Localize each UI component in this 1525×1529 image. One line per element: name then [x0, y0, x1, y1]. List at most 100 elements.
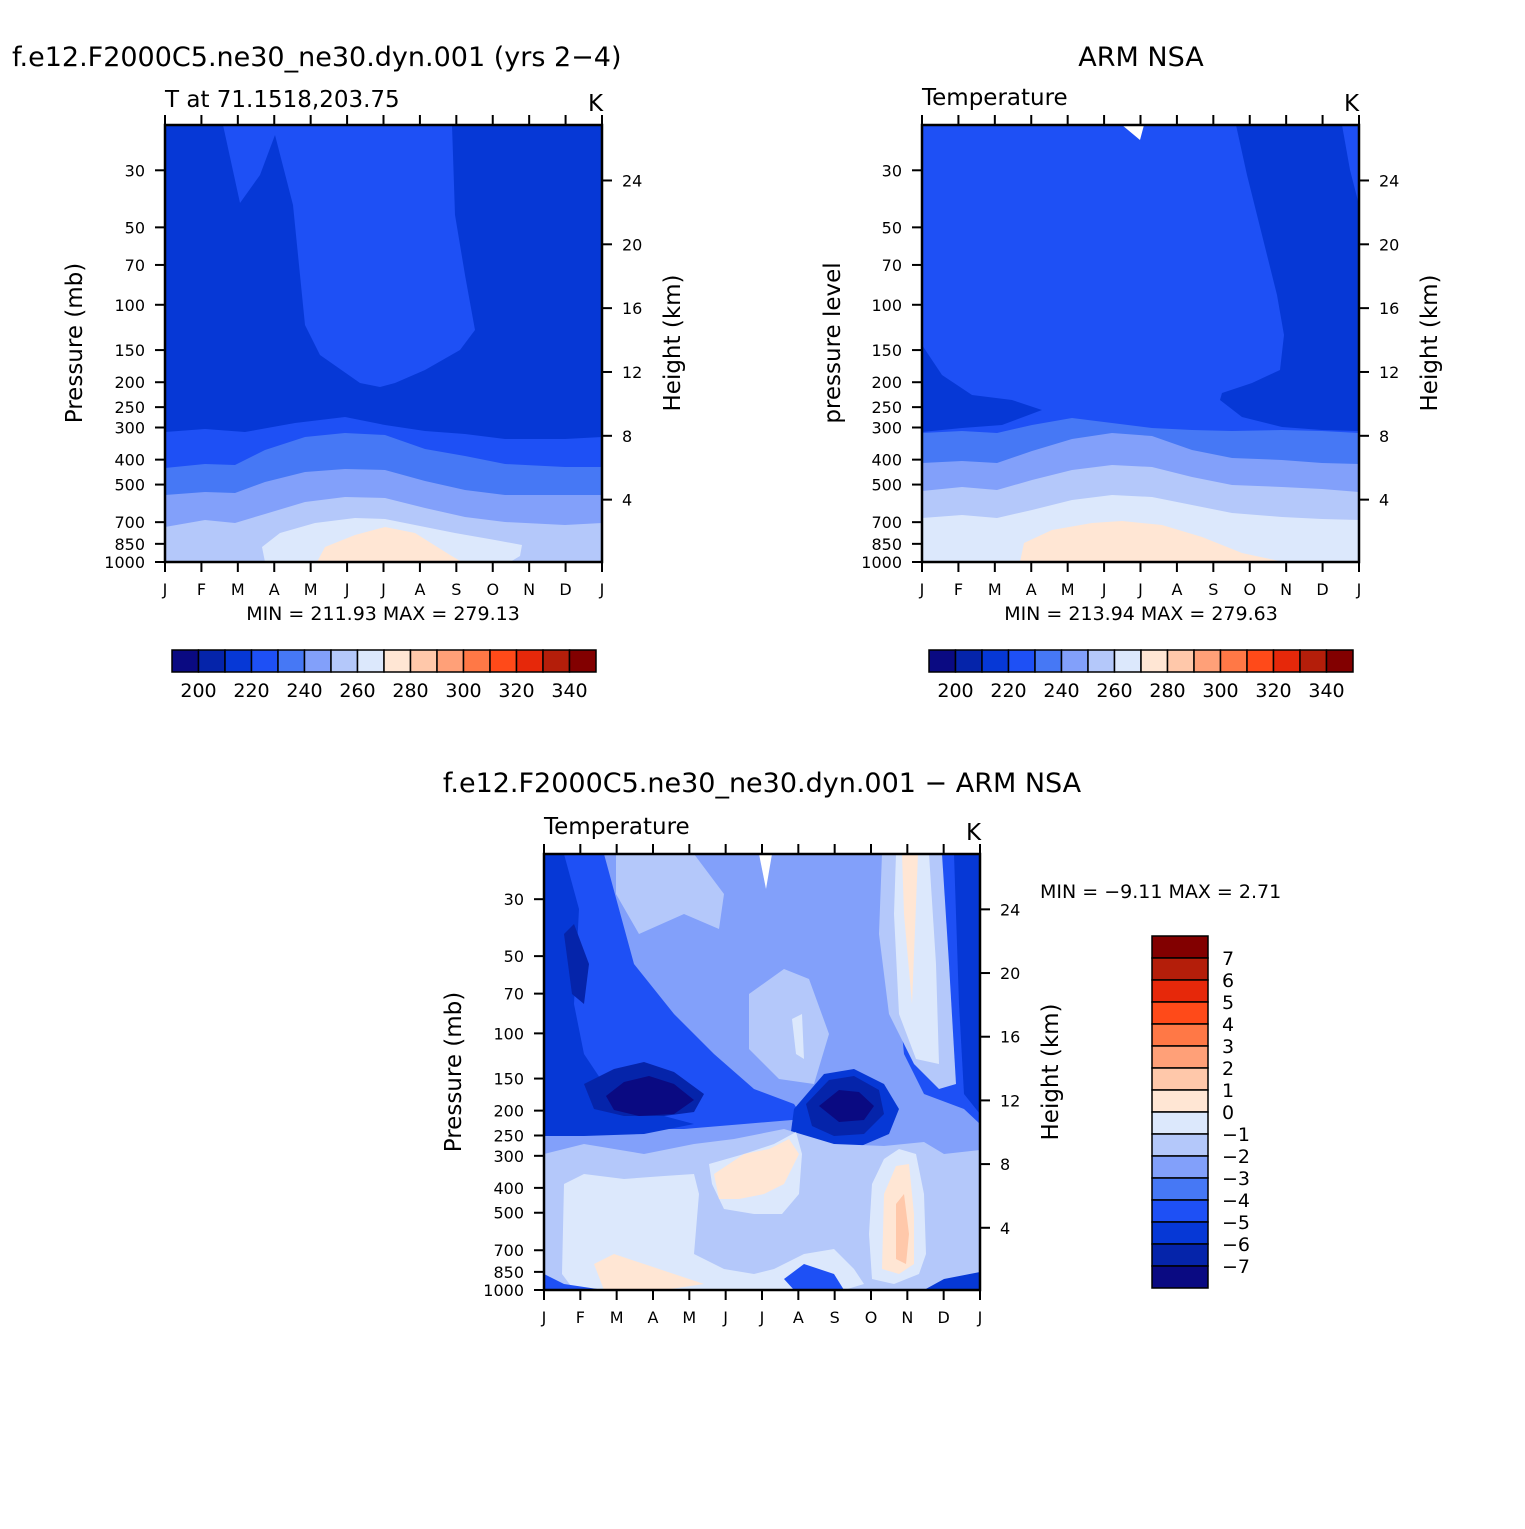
model-colorbar: 200 220 240 260 280 300 320 340: [171, 649, 597, 702]
colorbar-label: 260: [1096, 680, 1132, 702]
diff-surface-cold-left: [544, 1274, 604, 1290]
diff-upper-mid-region: [616, 854, 724, 934]
model-y-right-tick-label: 16: [622, 299, 642, 318]
model-upper-summer-region: [275, 125, 475, 387]
colorbar-swatch: [1140, 649, 1169, 673]
diff-surface-cold-right: [924, 1272, 980, 1290]
colorbar-swatch: [1151, 1221, 1209, 1245]
colorbar-swatch: [171, 649, 200, 673]
obs-y-tick-label: 400: [871, 451, 902, 470]
diff-y-right-tick-label: 20: [1000, 964, 1020, 983]
model-band-275: [317, 527, 462, 562]
model-y-tick-label: 300: [114, 419, 145, 438]
obs-title: ARM NSA: [1078, 42, 1204, 73]
obs-y-tick-label: 30: [882, 161, 902, 180]
obs-y-tick-label: 50: [882, 218, 902, 237]
obs-y-tick-label: 500: [871, 476, 902, 495]
colorbar-label: 300: [1202, 680, 1238, 702]
obs-units: K: [1344, 91, 1360, 117]
diff-x-tick-label: O: [865, 1308, 878, 1327]
colorbar-swatch: [1151, 1155, 1209, 1179]
model-x-tick-label: J: [380, 580, 386, 599]
model-x-tick-label: N: [523, 580, 535, 599]
colorbar-label: −3: [1222, 1168, 1250, 1190]
obs-y-tick-label: 150: [871, 341, 902, 360]
diff-y-tick-label: 700: [493, 1241, 524, 1260]
panel-difference: f.e12.F2000C5.ne30_ne30.dyn.001 − ARM NS…: [441, 768, 1281, 1327]
diff-upper-cold-core: [564, 924, 589, 1004]
colorbar-label: −5: [1222, 1212, 1250, 1234]
obs-x-tick-label: F: [954, 580, 963, 599]
model-y-tick-label: 850: [114, 535, 145, 554]
colorbar-label: 300: [445, 680, 481, 702]
model-y-right-tick-label: 20: [622, 235, 642, 254]
model-subtitle: T at 71.1518,203.75: [164, 87, 400, 113]
colorbar-label: 200: [937, 680, 973, 702]
diff-x-tick-label: A: [793, 1308, 804, 1327]
diff-ylabel: Pressure (mb): [441, 992, 467, 1152]
obs-y-tick-label: 700: [871, 513, 902, 532]
diff-y-tick-label: 500: [493, 1204, 524, 1223]
model-y-tick-label: 500: [114, 476, 145, 495]
diff-nov-upper-positive: [902, 854, 918, 1004]
diff-y-right-tick-label: 16: [1000, 1028, 1020, 1047]
diff-x-tick-label: J: [541, 1308, 547, 1327]
colorbar-swatch: [1151, 1199, 1209, 1223]
obs-band-275: [1077, 525, 1240, 562]
diff-surface-cold-mid: [784, 1264, 844, 1290]
diff-y-right-tick-label: 24: [1000, 900, 1020, 919]
diff-right-colder-region: [954, 854, 980, 1114]
colorbar-swatch: [1166, 649, 1195, 673]
diff-spring-coldest-core: [606, 1076, 694, 1116]
obs-x-tick-label: J: [1356, 580, 1362, 599]
obs-y-right-tick-label: 20: [1379, 235, 1399, 254]
colorbar-swatch: [981, 649, 1010, 673]
obs-y-right-tick-label: 4: [1379, 491, 1389, 510]
obs-x-tick-label: N: [1280, 580, 1292, 599]
colorbar-label: 220: [233, 680, 269, 702]
diff-y-tick-label: 150: [493, 1070, 524, 1089]
model-x-tick-label: A: [414, 580, 425, 599]
diff-x-tick-label: J: [722, 1308, 728, 1327]
obs-x-tick-label: D: [1316, 580, 1328, 599]
model-ylabel: Pressure (mb): [62, 263, 88, 423]
diff-nov-lower-max: [896, 1194, 909, 1264]
model-y-tick-label: 50: [125, 218, 145, 237]
diff-x-tick-label: M: [610, 1308, 624, 1327]
model-x-tick-label: M: [304, 580, 318, 599]
diff-units: K: [966, 820, 982, 846]
diff-y-tick-label: 50: [504, 947, 524, 966]
colorbar-label: 3: [1222, 1036, 1234, 1058]
model-y-right-tick-label: 8: [622, 427, 632, 446]
model-y-tick-label: 700: [114, 513, 145, 532]
colorbar-swatch: [1007, 649, 1036, 673]
diff-title: f.e12.F2000C5.ne30_ne30.dyn.001 − ARM NS…: [443, 768, 1082, 799]
colorbar-swatch: [1060, 649, 1089, 673]
colorbar-label: −2: [1222, 1146, 1250, 1168]
colorbar-swatch: [1151, 957, 1209, 981]
diff-y-tick-label: 400: [493, 1179, 524, 1198]
obs-y-right-tick-label: 8: [1379, 427, 1389, 446]
diff-left-cold-region: [544, 854, 804, 1129]
colorbar-swatch: [383, 649, 412, 673]
obs-x-tick-label: A: [1026, 580, 1037, 599]
diff-missing-data: [759, 854, 772, 889]
model-y-tick-label: 100: [114, 296, 145, 315]
colorbar-label: 320: [498, 680, 534, 702]
panel-observations: ARM NSA Temperature K J F M A M J J A S O N D J 30 50 7…: [820, 42, 1443, 702]
diff-x-tick-label: D: [938, 1308, 950, 1327]
colorbar-swatch: [250, 649, 279, 673]
colorbar-swatch: [1151, 1111, 1209, 1135]
obs-ylabel: pressure level: [820, 262, 846, 423]
obs-y-tick-label: 1000: [861, 553, 902, 572]
obs-y-tick-label: 250: [871, 398, 902, 417]
obs-y-tick-label: 300: [871, 419, 902, 438]
model-y-tick-label: 200: [114, 373, 145, 392]
colorbar-label: 240: [286, 680, 322, 702]
colorbar-label: 240: [1043, 680, 1079, 702]
colorbar-swatch: [928, 649, 957, 673]
diff-y-tick-label: 200: [493, 1102, 524, 1121]
diff-x-tick-label: J: [977, 1308, 983, 1327]
diff-y-tick-label: 100: [493, 1024, 524, 1043]
